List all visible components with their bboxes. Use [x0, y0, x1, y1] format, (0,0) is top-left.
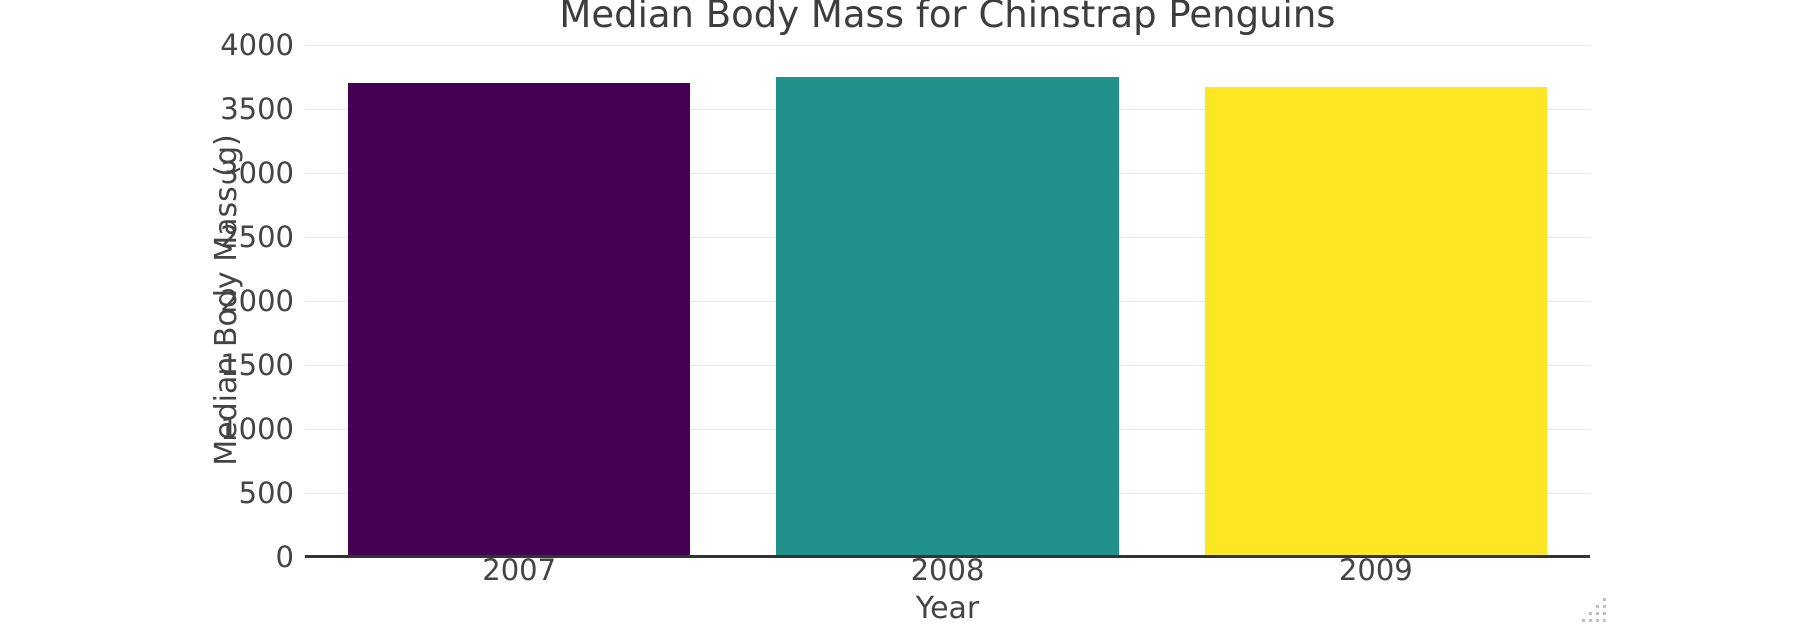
bar-chart: Median Body Mass for Chinstrap Penguins …	[209, 0, 1610, 626]
y-tick-label-2000: 2000	[220, 284, 294, 318]
x-axis-title: Year	[915, 591, 980, 626]
bar-2008[interactable]	[776, 77, 1119, 557]
chart-title: Median Body Mass for Chinstrap Penguins	[559, 0, 1336, 36]
resize-grip-icon[interactable]	[1578, 594, 1610, 626]
bar-2007[interactable]	[347, 83, 691, 557]
x-axis-line	[305, 555, 1590, 558]
bar-2009[interactable]	[1204, 86, 1548, 557]
x-tick-label-2007: 2007	[482, 553, 557, 587]
gridline-4000	[305, 44, 1590, 46]
x-tick-label-2009: 2009	[1338, 553, 1413, 587]
y-tick-label-4000: 4000	[220, 28, 294, 62]
y-tick-label-500: 500	[238, 476, 294, 510]
y-tick-label-2500: 2500	[220, 220, 294, 254]
y-tick-label-1000: 1000	[220, 412, 294, 446]
y-tick-label-3500: 3500	[220, 92, 294, 126]
y-tick-label-1500: 1500	[220, 348, 294, 382]
y-tick-label-3000: 3000	[220, 156, 294, 190]
y-tick-label-0: 0	[275, 540, 294, 574]
plot-area[interactable]	[305, 33, 1590, 558]
x-tick-label-2008: 2008	[910, 553, 985, 587]
